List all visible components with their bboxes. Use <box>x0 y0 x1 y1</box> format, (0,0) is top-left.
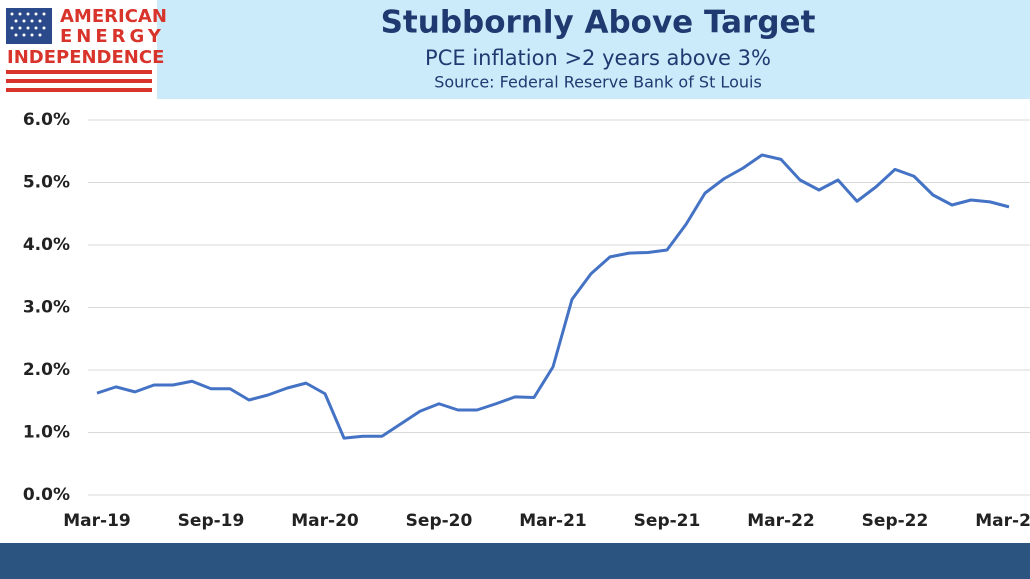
x-tick-label: Mar-21 <box>519 511 587 531</box>
y-tick-label: 5.0% <box>23 173 70 193</box>
x-tick-label: Mar-20 <box>291 511 359 531</box>
x-tick-label: Mar-19 <box>63 511 131 531</box>
x-tick-label: Sep-19 <box>178 511 245 531</box>
x-tick-label: Sep-21 <box>634 511 701 531</box>
chart-subtitle: PCE inflation >2 years above 3% <box>425 46 771 70</box>
logo-text: ENERGY <box>60 26 165 47</box>
y-tick-label: 1.0% <box>23 423 70 443</box>
x-tick-label: Sep-20 <box>406 511 473 531</box>
y-tick-label: 0.0% <box>23 485 70 505</box>
header-band <box>157 0 1030 99</box>
footer-band <box>0 543 1030 579</box>
chart-source: Source: Federal Reserve Bank of St Louis <box>434 73 762 92</box>
y-tick-label: 4.0% <box>23 235 70 255</box>
logo-text: AMERICAN <box>60 6 167 27</box>
y-tick-label: 2.0% <box>23 360 70 380</box>
chart-title: Stubbornly Above Target <box>381 5 816 41</box>
x-tick-label: Sep-22 <box>862 511 929 531</box>
logo-text: INDEPENDENCE <box>7 47 164 68</box>
line <box>96 153 1010 440</box>
y-tick-label: 6.0% <box>23 110 70 130</box>
y-tick-label: 3.0% <box>23 298 70 318</box>
x-tick-label: Mar-23 <box>975 511 1030 531</box>
x-tick-label: Mar-22 <box>747 511 815 531</box>
logo: AMERICAN ENERGY INDEPENDENCE <box>6 6 167 92</box>
